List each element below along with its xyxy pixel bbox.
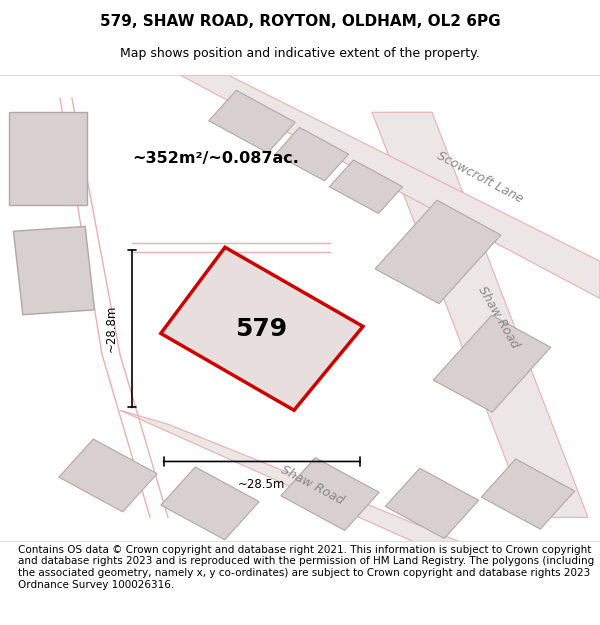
Polygon shape xyxy=(180,75,600,299)
Polygon shape xyxy=(375,200,501,304)
Polygon shape xyxy=(209,90,295,153)
Polygon shape xyxy=(433,315,551,412)
Text: Map shows position and indicative extent of the property.: Map shows position and indicative extent… xyxy=(120,48,480,61)
Text: ~352m²/~0.087ac.: ~352m²/~0.087ac. xyxy=(133,151,299,166)
Polygon shape xyxy=(275,127,349,181)
Polygon shape xyxy=(120,410,480,550)
Text: 579: 579 xyxy=(235,318,287,341)
Polygon shape xyxy=(59,439,157,512)
Polygon shape xyxy=(329,160,403,214)
Text: Shaw Road: Shaw Road xyxy=(278,462,346,507)
Polygon shape xyxy=(161,467,259,540)
Polygon shape xyxy=(385,468,479,539)
Polygon shape xyxy=(13,226,95,315)
Polygon shape xyxy=(372,112,588,518)
Text: ~28.5m: ~28.5m xyxy=(238,478,286,491)
Text: ~28.8m: ~28.8m xyxy=(104,305,118,352)
Polygon shape xyxy=(281,458,379,531)
Polygon shape xyxy=(481,459,575,529)
Text: 579, SHAW ROAD, ROYTON, OLDHAM, OL2 6PG: 579, SHAW ROAD, ROYTON, OLDHAM, OL2 6PG xyxy=(100,14,500,29)
Text: Shaw Road: Shaw Road xyxy=(475,284,521,351)
Polygon shape xyxy=(161,248,363,410)
Polygon shape xyxy=(9,112,87,206)
Text: Scowcroft Lane: Scowcroft Lane xyxy=(434,149,526,206)
Text: Contains OS data © Crown copyright and database right 2021. This information is : Contains OS data © Crown copyright and d… xyxy=(18,545,594,589)
